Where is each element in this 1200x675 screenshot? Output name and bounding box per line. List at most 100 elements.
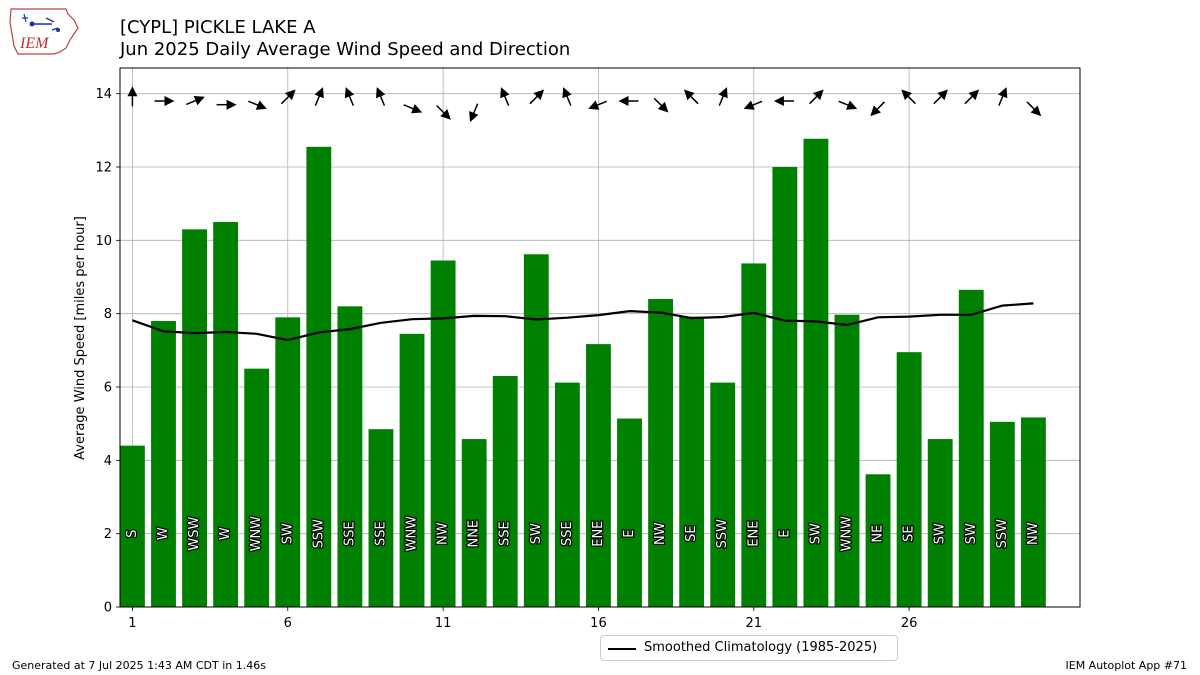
wind-arrow xyxy=(248,100,267,110)
speed-bar xyxy=(182,229,207,608)
direction-label: S xyxy=(125,530,140,538)
direction-label: NNE xyxy=(467,520,482,548)
direction-label: SSE xyxy=(560,521,575,546)
speed-bar xyxy=(896,352,922,607)
chart-title: [CYPL] PICKLE LAKE A xyxy=(120,17,316,38)
direction-label: WNW xyxy=(405,516,420,552)
wind-arrow xyxy=(280,89,296,105)
wind-arrow xyxy=(588,100,608,110)
speed-bar xyxy=(120,445,145,607)
direction-label: WNW xyxy=(839,516,854,552)
speed-bar xyxy=(958,289,984,607)
wind-arrow xyxy=(683,89,699,105)
speed-bar xyxy=(741,263,767,607)
wind-arrow xyxy=(469,103,479,123)
y-tick-label: 12 xyxy=(95,161,112,176)
generated-timestamp: Generated at 7 Jul 2025 1:43 AM CDT in 1… xyxy=(12,659,266,672)
wind-arrow xyxy=(618,96,639,106)
x-tick-label: 21 xyxy=(746,616,763,631)
x-tick-label: 11 xyxy=(435,616,452,631)
direction-label: SSW xyxy=(995,519,1010,549)
speed-bar xyxy=(865,474,891,607)
speed-bar xyxy=(803,138,829,607)
wind-arrow xyxy=(1026,101,1042,117)
y-tick-label: 14 xyxy=(95,87,112,102)
legend: Smoothed Climatology (1985-2025) xyxy=(600,635,898,661)
direction-label: SW xyxy=(808,523,823,544)
direction-label: SW xyxy=(280,523,295,544)
direction-label: NE xyxy=(871,525,886,543)
wind-arrow xyxy=(838,100,858,110)
wind-arrow xyxy=(154,96,175,106)
speed-bar xyxy=(772,167,798,607)
speed-bar xyxy=(151,321,176,607)
legend-label: Smoothed Climatology (1985-2025) xyxy=(644,640,878,655)
wind-arrow xyxy=(964,89,980,105)
y-tick-label: 10 xyxy=(95,234,112,249)
legend-line-swatch xyxy=(608,648,636,650)
direction-label: NW xyxy=(1026,522,1041,545)
speed-bar xyxy=(1020,417,1046,607)
direction-label: NW xyxy=(436,522,451,545)
direction-label: W xyxy=(218,527,233,540)
direction-label: SW xyxy=(529,523,544,544)
wind-arrow xyxy=(127,86,138,107)
speed-bar xyxy=(586,344,611,607)
speed-bar xyxy=(989,421,1015,607)
direction-label: SE xyxy=(902,525,917,541)
wind-arrow xyxy=(743,100,763,110)
y-tick-label: 6 xyxy=(104,381,112,396)
speed-bar xyxy=(368,429,394,607)
wind-arrow xyxy=(314,87,324,106)
wind-arrow xyxy=(375,87,386,106)
speed-bar xyxy=(492,376,518,607)
direction-label: E xyxy=(777,530,792,538)
speed-bar xyxy=(461,439,487,607)
direction-label: SW xyxy=(933,523,948,544)
climatology-series xyxy=(132,302,1034,342)
wind-arrow xyxy=(403,104,423,114)
logo-text: IEM xyxy=(19,35,50,52)
plot-frame xyxy=(119,67,1081,608)
wind-arrows xyxy=(127,86,1042,123)
iem-logo: IEM xyxy=(8,6,82,58)
direction-label: SW xyxy=(964,523,979,544)
direction-label: SSW xyxy=(311,519,326,549)
wind-arrow xyxy=(500,87,510,106)
app-identifier: IEM Autoplot App #71 xyxy=(1065,659,1188,672)
y-tick-label: 0 xyxy=(104,601,112,616)
speed-bar xyxy=(834,314,860,607)
x-tick-label: 1 xyxy=(128,616,136,631)
x-tick-label: 16 xyxy=(590,616,607,631)
wind-arrow xyxy=(901,89,916,105)
wind-arrow xyxy=(773,96,794,106)
wind-arrow xyxy=(436,105,451,120)
direction-label: SSE xyxy=(342,521,357,546)
direction-label: E xyxy=(622,530,637,538)
x-axis-ticks: 1 6 11 16 21 26 xyxy=(128,607,917,631)
wind-arrow xyxy=(216,99,237,110)
speed-bar xyxy=(554,382,580,607)
climatology-line xyxy=(132,302,1034,342)
speed-bar xyxy=(244,368,270,607)
wind-arrow xyxy=(933,89,948,105)
direction-label: ENE xyxy=(591,521,606,547)
speed-bar xyxy=(337,306,363,607)
wind-arrow xyxy=(998,87,1008,106)
speed-bar xyxy=(648,299,674,607)
x-tick-label: 26 xyxy=(901,616,918,631)
direction-label: WSW xyxy=(187,517,202,551)
wind-arrow xyxy=(809,89,824,105)
y-axis-label: Average Wind Speed [miles per hour] xyxy=(73,216,88,460)
y-tick-label: 4 xyxy=(104,454,112,469)
wind-arrow xyxy=(653,97,669,113)
wind-arrow xyxy=(562,87,572,106)
wind-arrow xyxy=(870,101,885,117)
y-axis-ticks: 0 2 4 6 8 10 12 14 xyxy=(95,87,120,616)
speed-bar xyxy=(927,439,953,607)
direction-label: SSW xyxy=(715,519,730,549)
direction-label: SSE xyxy=(373,521,388,546)
chart-subtitle: Jun 2025 Daily Average Wind Speed and Di… xyxy=(120,39,571,60)
direction-label: SE xyxy=(684,525,699,541)
speed-bar xyxy=(399,333,425,607)
